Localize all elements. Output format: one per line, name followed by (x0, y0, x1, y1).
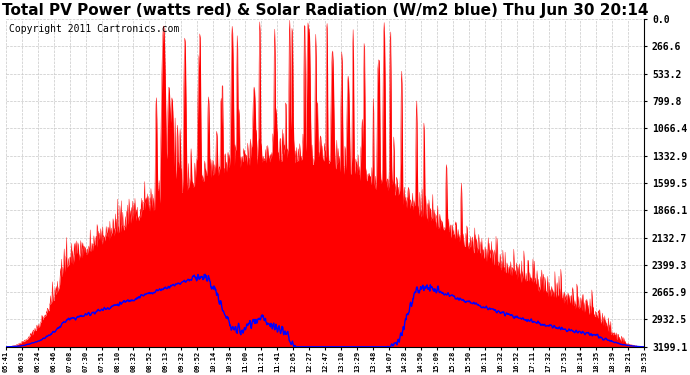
Text: Copyright 2011 Cartronics.com: Copyright 2011 Cartronics.com (9, 24, 179, 34)
Title: Total PV Power (watts red) & Solar Radiation (W/m2 blue) Thu Jun 30 20:14: Total PV Power (watts red) & Solar Radia… (2, 3, 649, 18)
